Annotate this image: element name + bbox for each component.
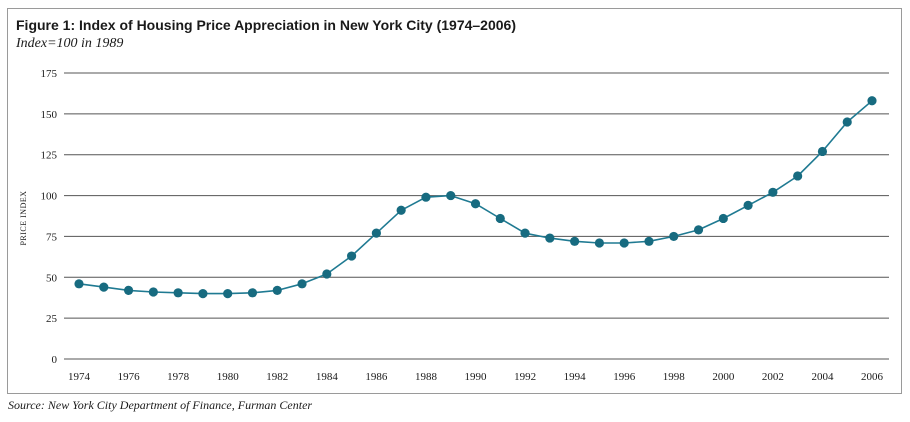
data-point-1989 [446,190,456,201]
x-tick-label: 1984 [316,371,339,383]
data-point-1975 [99,282,109,292]
data-point-1978 [173,288,183,298]
series-line [78,100,873,295]
data-point-1983 [297,279,307,289]
x-tick-label: 1992 [514,371,536,383]
figure-frame [7,8,902,394]
x-tick-label: 1996 [613,371,636,383]
data-point-1986 [371,228,381,238]
x-tick-label: 1998 [663,371,686,383]
data-point-1995 [594,238,605,248]
chart-title: Figure 1: Index of Housing Price Appreci… [16,17,516,33]
y-tick-label: 25 [46,313,58,325]
y-tick-label: 0 [52,354,58,366]
x-tick-label: 2006 [861,371,884,383]
x-tick-label: 1974 [68,371,91,383]
data-point-1980 [223,289,233,299]
x-axis-ticks: 1974 1976 1978 1980 1982 1984 1986 1988 1990 1992… [68,371,884,383]
data-point-1993 [545,233,555,243]
chart-source-note: Source: New York City Department of Fina… [8,398,313,412]
data-point-2006 [867,96,877,106]
data-point-1994 [570,236,580,246]
x-tick-label: 1986 [365,371,388,383]
y-axis-title: PRICE INDEX [19,190,28,245]
y-tick-label: 150 [41,109,58,121]
x-tick-label: 1990 [465,371,488,383]
x-tick-label: 1982 [266,371,288,383]
data-point-1985 [346,251,357,261]
data-point-1974 [74,279,84,289]
y-tick-label: 75 [46,231,58,243]
data-point-1987 [396,205,406,215]
y-tick-label: 175 [41,68,58,80]
x-tick-label: 2004 [811,371,834,383]
data-point-1992 [520,228,530,238]
data-point-1981 [247,288,258,298]
gridlines [64,72,889,360]
data-point-1976 [123,285,134,295]
y-tick-label: 100 [41,191,58,203]
data-point-1998 [669,231,679,242]
data-point-1988 [421,192,431,202]
data-point-1977 [148,287,158,297]
data-point-2005 [842,117,852,127]
x-tick-label: 1994 [564,371,587,383]
data-point-1996 [619,238,629,248]
y-axis-ticks: 0 25 50 75 100 125 150 175 [41,68,58,366]
data-point-1979 [198,289,208,299]
data-point-2001 [743,200,753,210]
x-tick-label: 2002 [762,371,784,383]
x-tick-label: 1988 [415,371,438,383]
chart-subtitle: Index=100 in 1989 [16,36,124,51]
x-tick-label: 2000 [712,371,735,383]
data-point-1982 [272,285,282,295]
data-point-1997 [644,236,654,246]
x-tick-label: 1978 [167,371,190,383]
x-tick-label: 1976 [118,371,141,383]
data-point-1991 [495,213,505,224]
y-tick-label: 125 [41,150,58,162]
data-point-2000 [718,213,728,224]
data-point-1984 [322,269,332,279]
data-point-2004 [817,146,828,157]
data-point-2003 [793,171,803,181]
series-price-index [74,96,877,299]
data-point-1990 [470,199,481,209]
y-tick-label: 50 [46,272,58,284]
data-point-1999 [693,225,704,235]
data-point-2002 [768,187,778,197]
x-tick-label: 1980 [217,371,240,383]
